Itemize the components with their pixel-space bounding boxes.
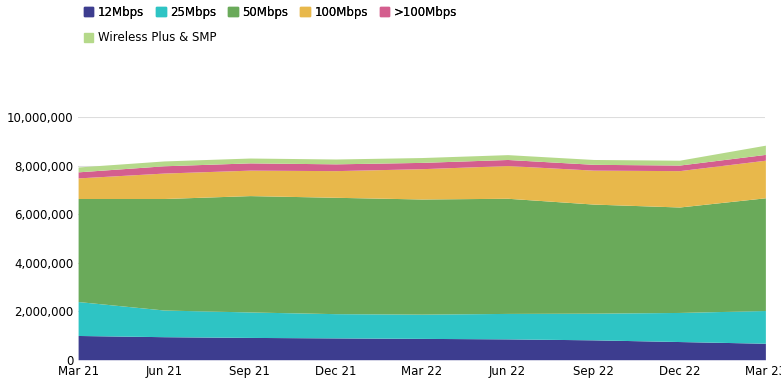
- Legend: Wireless Plus & SMP: Wireless Plus & SMP: [84, 31, 216, 44]
- Legend: 12Mbps, 25Mbps, 50Mbps, 100Mbps, >100Mbps: 12Mbps, 25Mbps, 50Mbps, 100Mbps, >100Mbp…: [84, 6, 458, 19]
- Y-axis label: Number of services in operation: Number of services in operation: [0, 143, 1, 334]
